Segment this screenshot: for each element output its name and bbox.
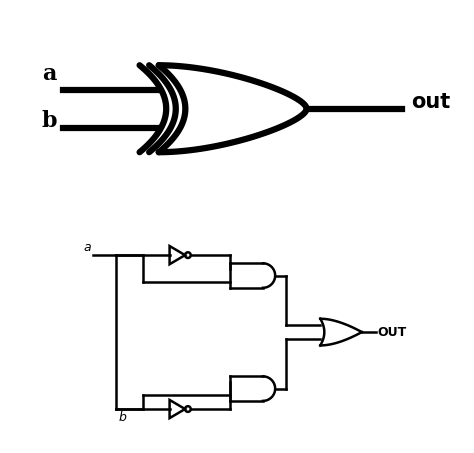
Text: a: a xyxy=(83,241,91,254)
Text: out: out xyxy=(411,92,450,112)
Text: b: b xyxy=(118,410,126,424)
Text: OUT: OUT xyxy=(378,326,407,338)
Text: b: b xyxy=(41,111,56,132)
Text: a: a xyxy=(42,63,56,85)
